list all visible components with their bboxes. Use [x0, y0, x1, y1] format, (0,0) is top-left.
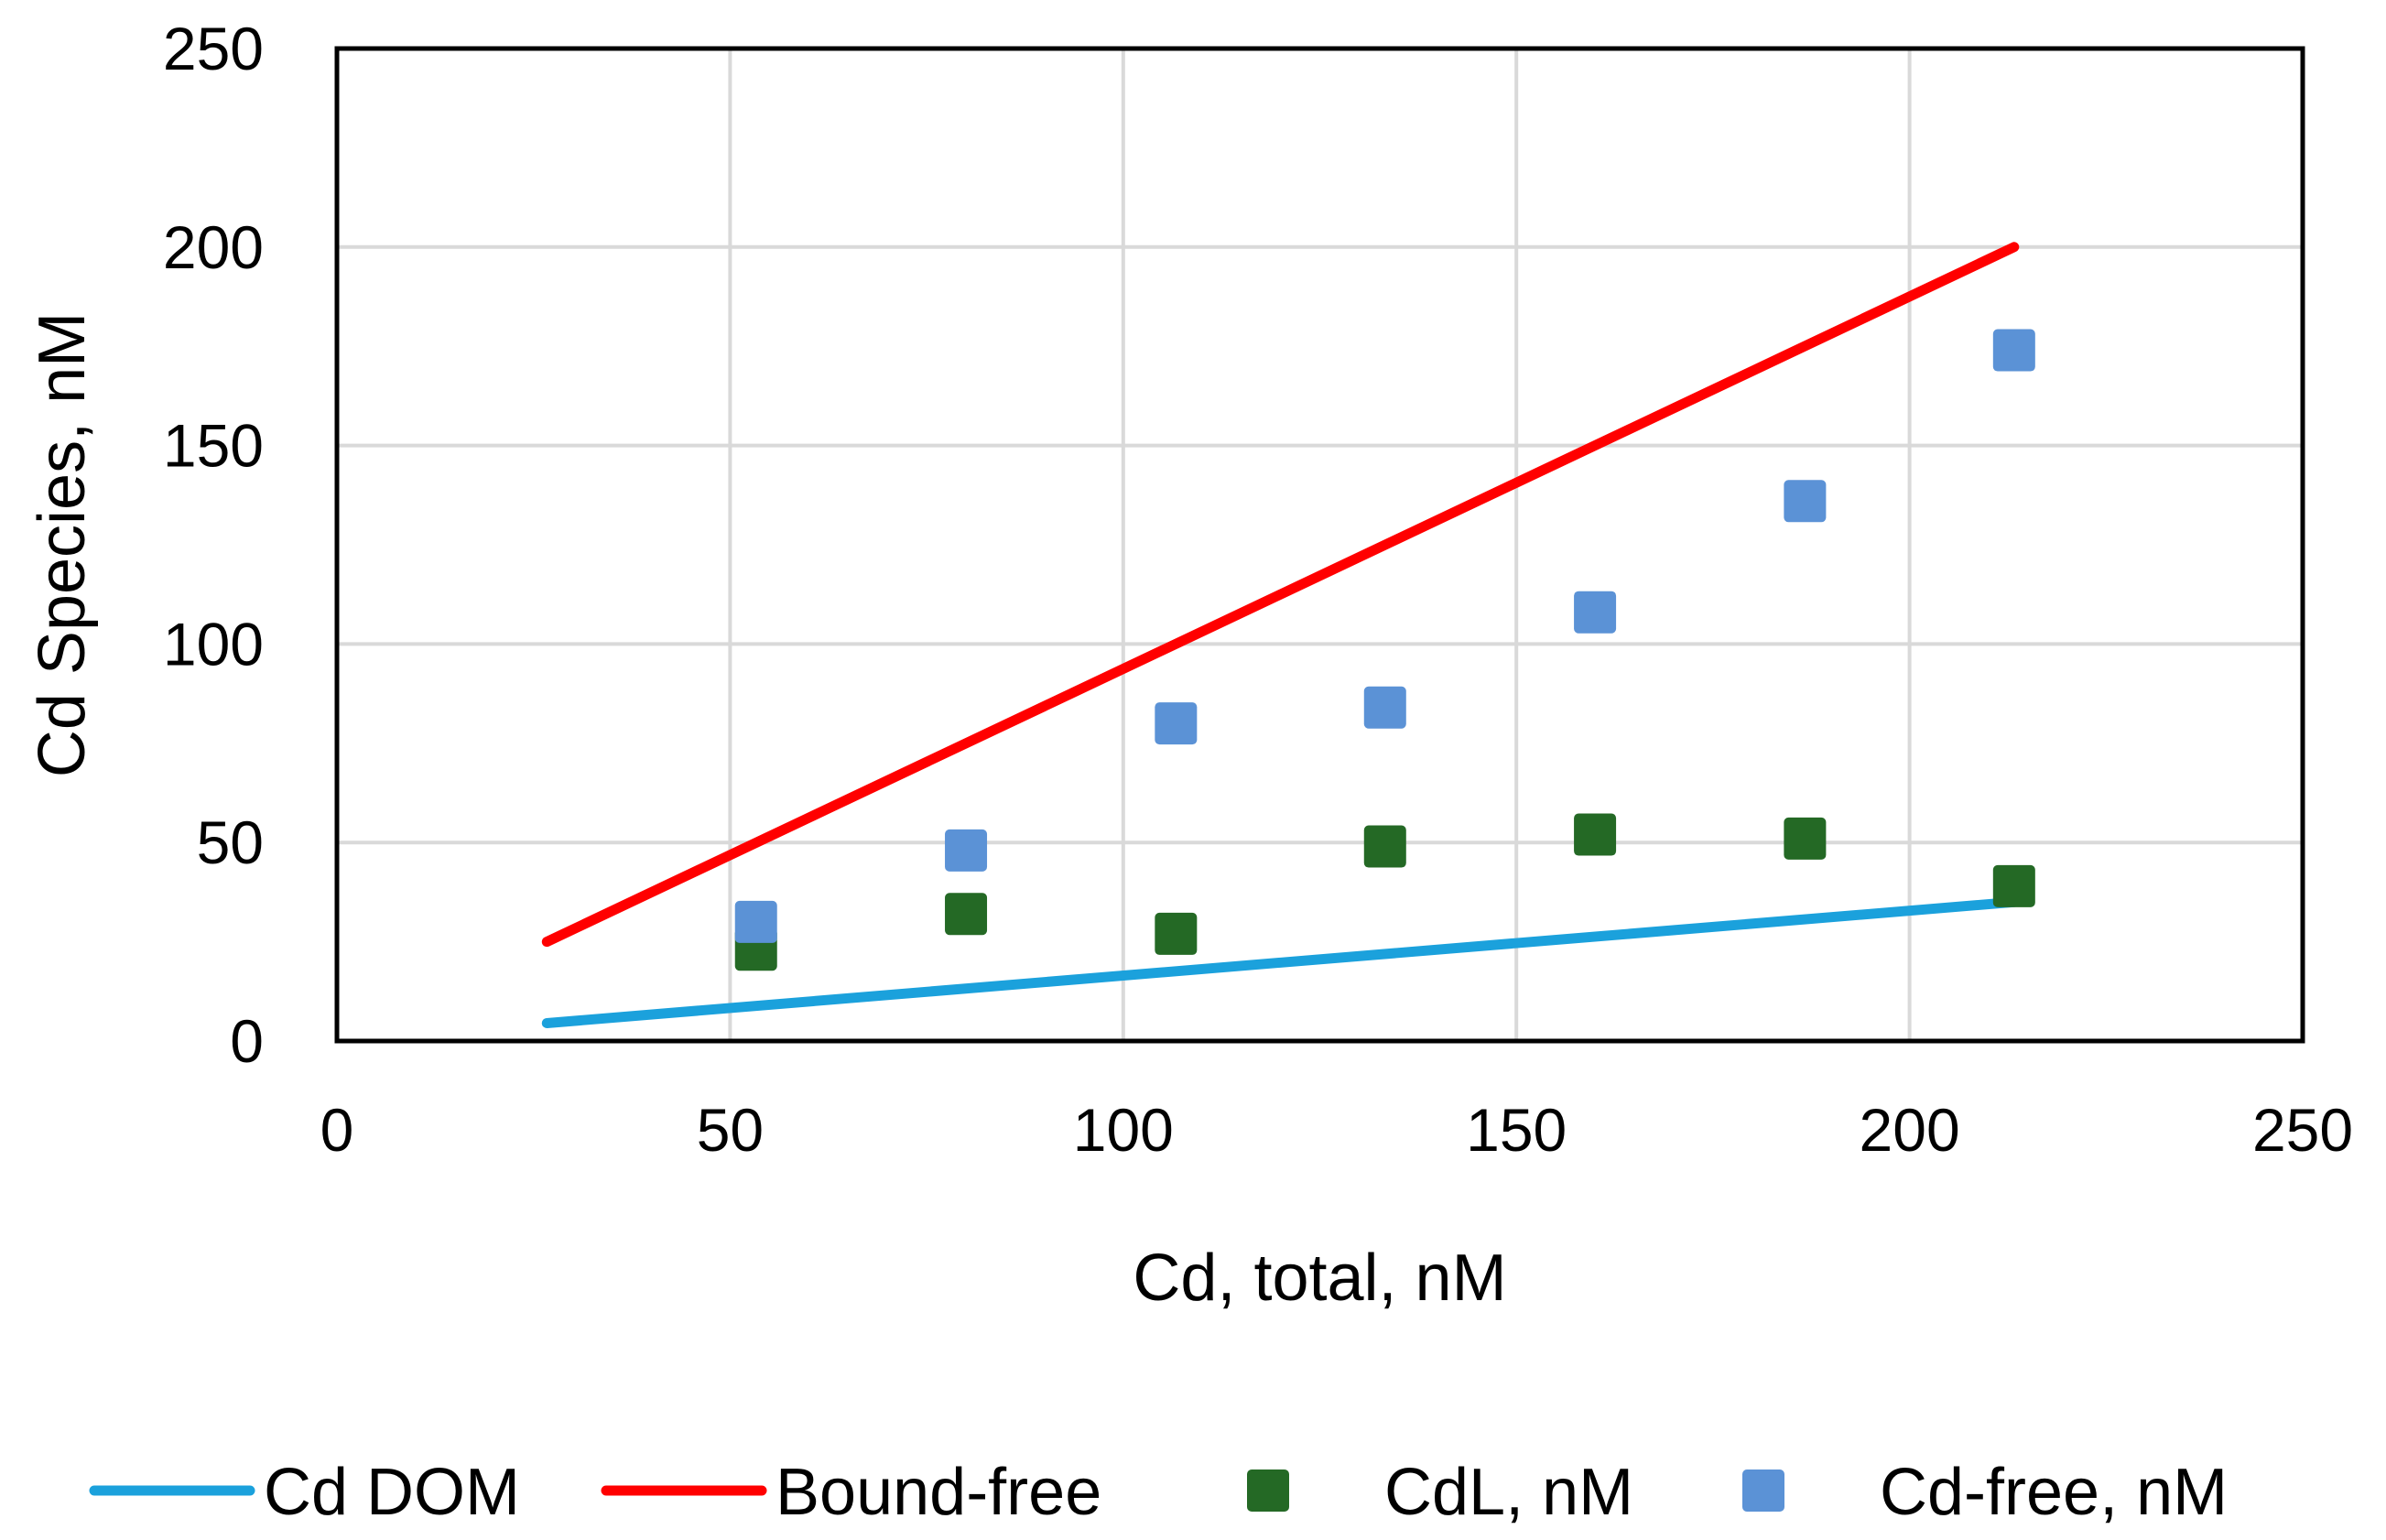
legend-label: Cd DOM	[264, 1456, 520, 1529]
y-tick-label: 50	[197, 808, 264, 876]
legend-label: CdL, nM	[1384, 1456, 1633, 1529]
data-point-cd-free-nm	[1574, 591, 1617, 634]
data-point-cdl-nm	[1363, 825, 1406, 868]
data-point-cd-free-nm	[1992, 329, 2035, 372]
x-tick-label: 50	[697, 1096, 764, 1164]
series-markers	[734, 329, 2035, 971]
x-tick-label: 100	[1073, 1096, 1174, 1164]
data-point-cdl-nm	[1155, 912, 1198, 955]
plot-area-frame	[334, 46, 2305, 1044]
data-point-cdl-nm	[1992, 864, 2035, 907]
legend-entry-cd-free-nm: Cd-free, nM	[1742, 1456, 2228, 1529]
legend-entry-cd-dom: Cd DOM	[89, 1456, 520, 1529]
x-axis-title: Cd, total, nM	[1133, 1242, 1506, 1315]
data-point-cdl-nm	[945, 893, 988, 936]
data-point-cd-free-nm	[734, 900, 777, 943]
data-point-cd-free-nm	[945, 829, 988, 872]
legend: Cd DOM Bound-free CdL, nM Cd-free, nM	[89, 1456, 2228, 1529]
legend-entry-cdl-nm: CdL, nM	[1247, 1456, 1633, 1529]
y-tick-label: 150	[163, 412, 264, 480]
x-tick-label: 250	[2252, 1096, 2353, 1164]
legend-entry-bound-free: Bound-free	[601, 1456, 1101, 1529]
x-axis-tick-labels: 0 50 100 150 200 250	[320, 1096, 2353, 1164]
y-tick-label: 100	[163, 610, 264, 678]
series-line-bound-free	[541, 242, 2020, 948]
x-tick-label: 0	[320, 1096, 354, 1164]
data-point-cd-free-nm	[1363, 686, 1406, 729]
y-tick-label: 250	[163, 15, 264, 82]
y-tick-label: 200	[163, 213, 264, 281]
y-axis-title: Cd Species, nM	[26, 312, 99, 777]
legend-label: Bound-free	[775, 1456, 1101, 1529]
legend-swatch-cd-free-nm	[1742, 1470, 1784, 1512]
y-axis-tick-labels: 0 50 100 150 200 250	[163, 15, 264, 1075]
x-tick-label: 200	[1860, 1096, 1960, 1164]
data-point-cdl-nm	[1574, 813, 1617, 856]
legend-swatch-cdl-nm	[1247, 1470, 1289, 1512]
series-lines	[541, 242, 2020, 1028]
x-tick-label: 150	[1466, 1096, 1567, 1164]
y-tick-label: 0	[230, 1007, 264, 1075]
data-point-cd-free-nm	[1784, 480, 1827, 523]
legend-label: Cd-free, nM	[1880, 1456, 2228, 1529]
data-point-cdl-nm	[1784, 817, 1827, 860]
data-point-cd-free-nm	[1155, 702, 1198, 745]
series-line-cd-dom	[541, 896, 2020, 1028]
